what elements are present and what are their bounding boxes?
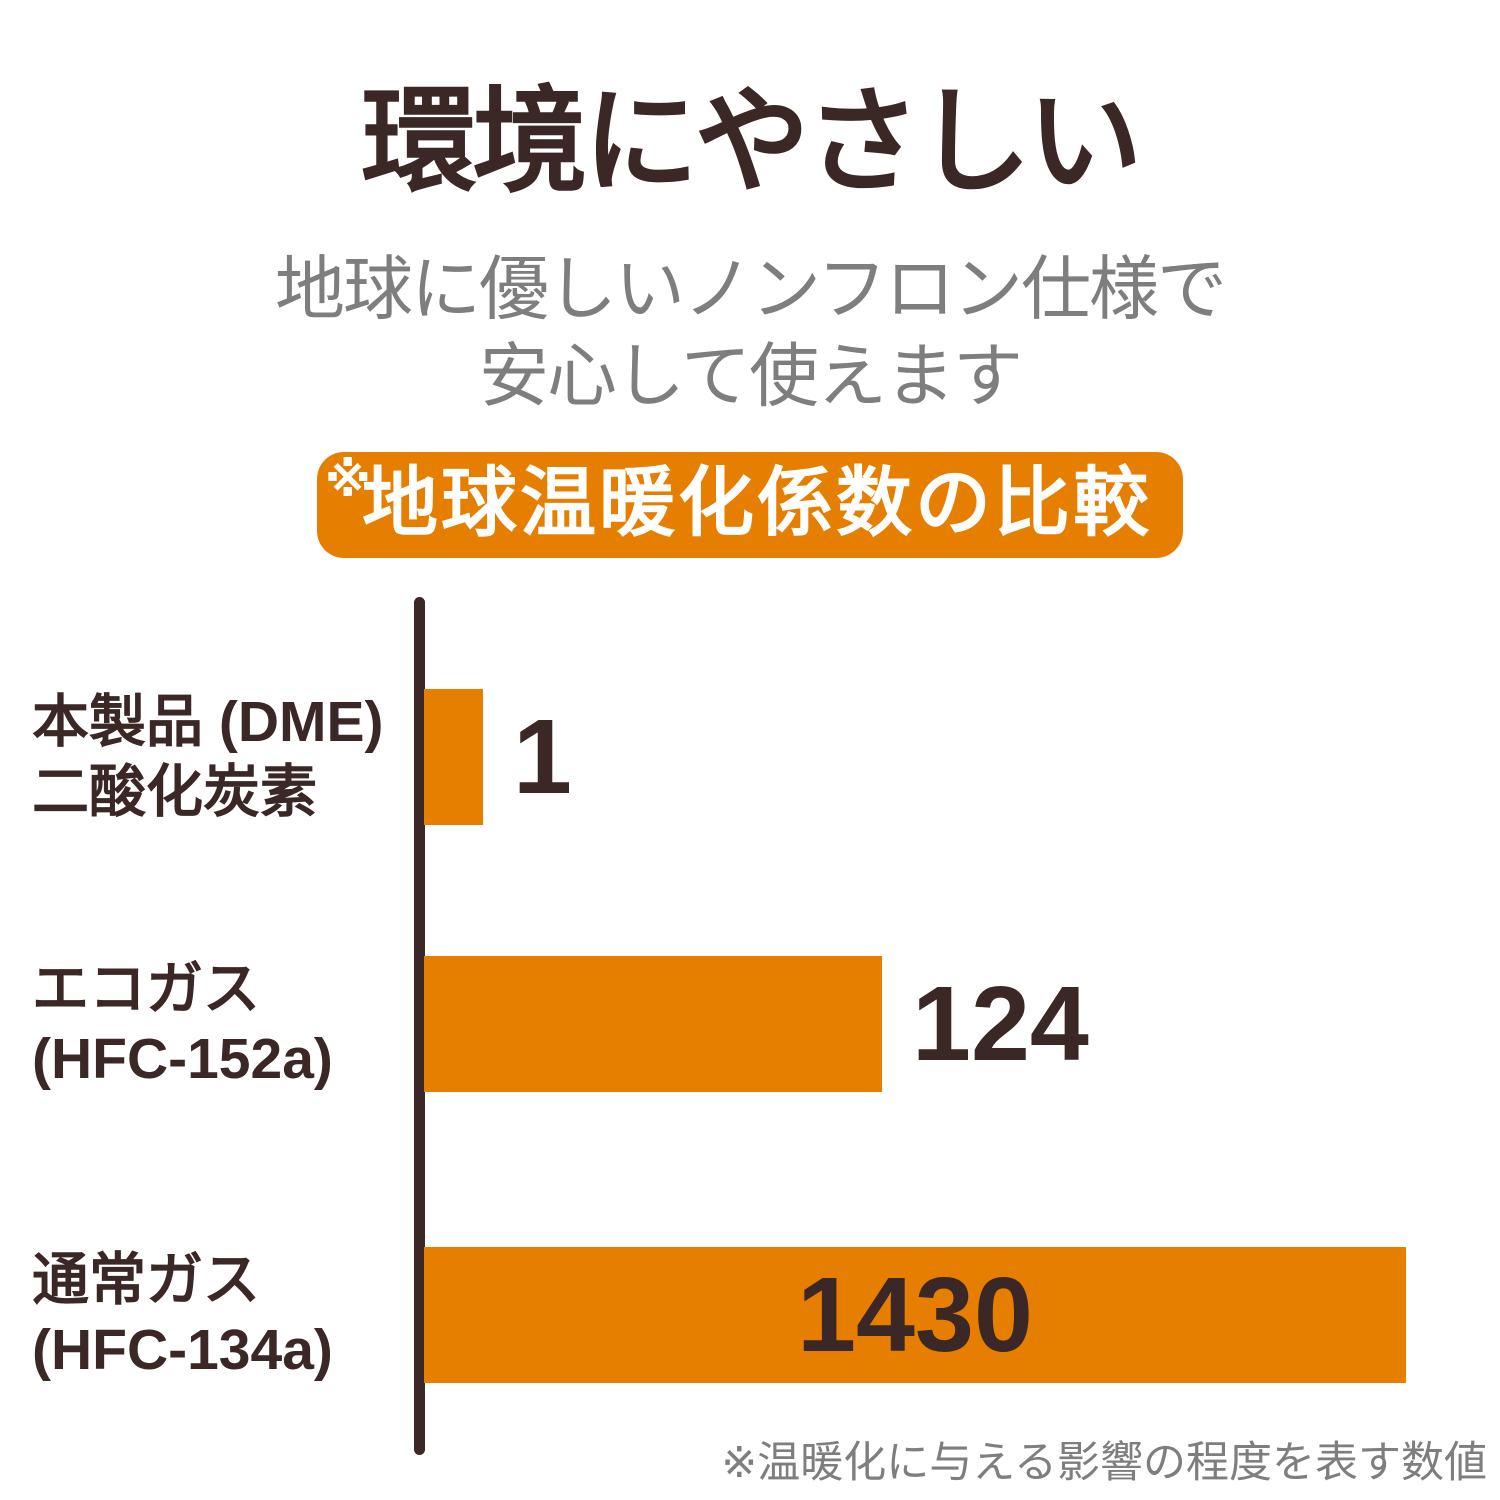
bar bbox=[424, 956, 882, 1092]
chart-title-banner: ※ 地球温暖化係数の比較 bbox=[317, 452, 1183, 558]
subtitle-line-2: 安心して使えます bbox=[479, 337, 1023, 415]
subtitle-line-1: 地球に優しいノンフロン仕様で bbox=[275, 250, 1227, 328]
bar-value: 1 bbox=[513, 697, 572, 816]
reference-asterisk-mark: ※ bbox=[325, 453, 371, 506]
chart-axis-line bbox=[414, 597, 425, 1455]
footnote: ※温暖化に与える影響の程度を表す数値 bbox=[721, 1439, 1487, 1487]
bar-row-dme: 本製品 (DME) 二酸化炭素 1 bbox=[0, 689, 1500, 825]
bar-row-ecogas: エコガス (HFC-152a) 124 bbox=[0, 956, 1500, 1092]
chart-title: 地球温暖化係数の比較 bbox=[362, 461, 1152, 546]
bar-label: 通常ガス (HFC-134a) bbox=[0, 1245, 392, 1385]
bar-label-line-2: (HFC-152a) bbox=[32, 1027, 333, 1091]
bar-value: 1430 bbox=[797, 1255, 1033, 1374]
bar-label-line-2: (HFC-134a) bbox=[32, 1318, 333, 1382]
bar-label: エコガス (HFC-152a) bbox=[0, 954, 392, 1094]
bar-label-line-1: エコガス bbox=[32, 957, 260, 1021]
bar: 1430 bbox=[424, 1247, 1406, 1383]
bar-label: 本製品 (DME) 二酸化炭素 bbox=[0, 687, 392, 827]
bar-label-line-2: 二酸化炭素 bbox=[32, 760, 317, 824]
page-title: 環境にやさしい bbox=[361, 78, 1142, 206]
bar-label-line-1: 本製品 (DME) bbox=[32, 690, 384, 754]
bar-value: 124 bbox=[912, 964, 1089, 1083]
bar-row-normalgas: 通常ガス (HFC-134a) 1430 bbox=[0, 1247, 1500, 1383]
bar-label-line-1: 通常ガス bbox=[32, 1248, 260, 1312]
bar bbox=[424, 689, 483, 825]
subtitle: 地球に優しいノンフロン仕様で 安心して使えます bbox=[0, 246, 1500, 420]
